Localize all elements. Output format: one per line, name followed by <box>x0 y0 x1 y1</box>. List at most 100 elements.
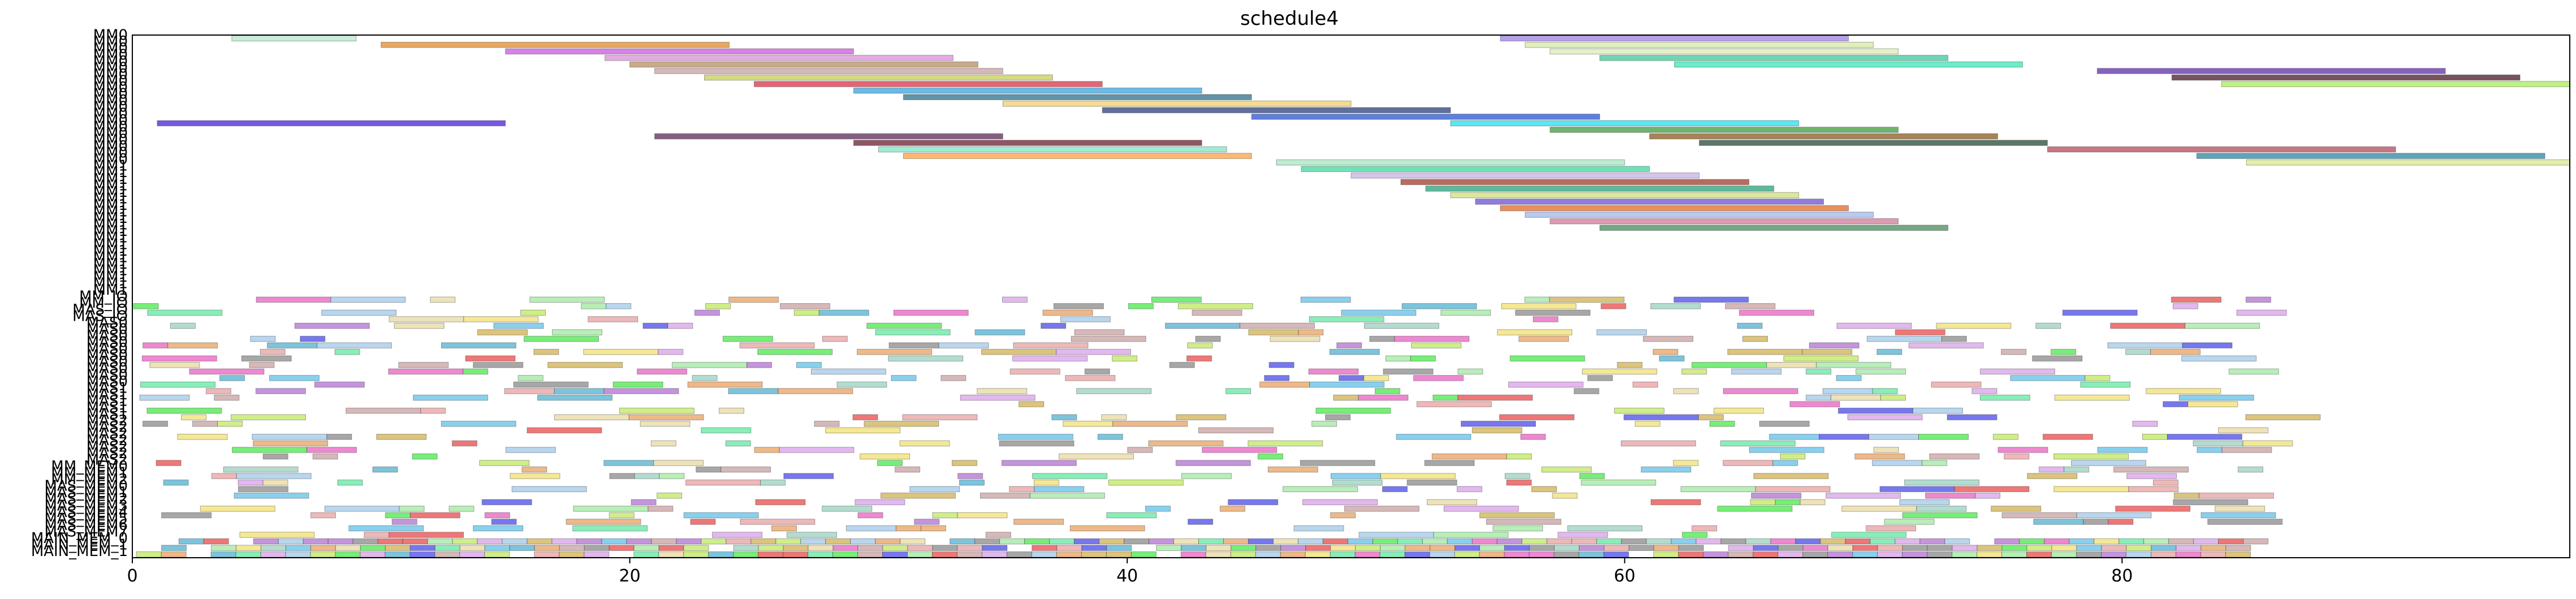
task-bar <box>1074 329 1125 335</box>
task-bar <box>1777 545 1803 551</box>
task-bar <box>252 434 327 440</box>
y-tick-label: MM0 <box>93 86 128 103</box>
task-bar <box>1944 538 1970 545</box>
task-bar <box>860 453 911 460</box>
task-bar <box>1581 479 1656 486</box>
task-bar <box>181 414 207 420</box>
task-bar <box>783 545 809 551</box>
task-bar <box>999 440 1075 447</box>
task-bar <box>2113 466 2189 473</box>
y-tick-label: MAS_IO <box>72 301 128 318</box>
task-bar <box>2151 545 2177 551</box>
task-bar <box>683 545 709 551</box>
task-bar <box>2236 309 2287 316</box>
task-bar <box>1333 394 1359 401</box>
y-tick-label: MM0 <box>93 105 128 122</box>
task-bar <box>938 342 989 348</box>
task-bar <box>1358 394 1409 401</box>
task-bar <box>853 87 1202 94</box>
task-bar <box>484 545 510 551</box>
task-bar <box>900 538 926 545</box>
task-bar <box>704 74 1053 81</box>
task-bar <box>398 362 449 368</box>
task-bar <box>1145 506 1171 512</box>
task-bar <box>2200 551 2226 558</box>
task-bar <box>893 309 969 316</box>
y-tick-label: MAIN_MEM_1 <box>31 537 128 554</box>
task-bar <box>223 466 299 473</box>
task-bar <box>1301 166 1650 173</box>
task-bar <box>1977 545 2003 551</box>
task-bar <box>588 316 638 322</box>
task-bar <box>521 466 547 473</box>
task-bar <box>1426 499 1477 506</box>
task-bar <box>779 447 855 453</box>
task-bar <box>857 551 883 558</box>
task-bar <box>1673 460 1699 466</box>
task-bar <box>1069 525 1145 532</box>
task-bar <box>687 381 763 388</box>
task-bar <box>1219 506 1245 512</box>
task-bar <box>1922 460 1948 466</box>
task-bar <box>1856 368 1906 375</box>
task-bar <box>648 506 674 512</box>
task-bar <box>1433 532 1509 538</box>
task-bar <box>463 316 539 322</box>
task-bar <box>2142 434 2168 440</box>
task-bar <box>1947 414 1997 420</box>
task-bar <box>957 545 983 551</box>
task-bar <box>2172 303 2198 309</box>
task-bar <box>1332 479 1383 486</box>
task-bar <box>1056 551 1082 558</box>
task-bar <box>2198 493 2274 499</box>
task-bar <box>1283 486 1358 493</box>
task-bar <box>1723 388 1798 394</box>
y-tick-label: MAIN_MEM_0 <box>31 530 128 547</box>
task-bar <box>1006 551 1032 558</box>
task-bar <box>1500 205 1849 212</box>
task-bar <box>1205 551 1231 558</box>
task-bar <box>1692 362 1767 368</box>
task-bar <box>1276 159 1625 166</box>
task-bar <box>520 309 546 316</box>
task-bar <box>1429 551 1455 558</box>
task-bar <box>1501 303 1577 309</box>
task-bar <box>2246 159 2570 166</box>
y-tick-label: MAS2 <box>87 412 128 429</box>
task-bar <box>1293 525 1344 532</box>
task-bar <box>1248 329 1299 335</box>
y-tick-label: MM0 <box>93 33 128 50</box>
task-bar <box>778 388 853 394</box>
task-bar <box>231 35 357 42</box>
y-tick-label: MAS_MEM7 <box>44 523 128 540</box>
task-bar <box>1009 486 1035 493</box>
task-bar <box>888 355 964 362</box>
y-tick-label: MAS_MEM6 <box>44 517 128 534</box>
task-bar <box>1422 538 1448 545</box>
task-bar <box>1653 551 1679 558</box>
task-bar <box>533 348 559 355</box>
task-bar <box>513 381 589 388</box>
task-bar <box>2168 538 2194 545</box>
task-bar <box>728 388 779 394</box>
task-bar <box>2053 453 2129 460</box>
y-tick-label: MAS0 <box>87 334 128 351</box>
task-bar <box>238 486 288 493</box>
task-bar <box>310 545 336 551</box>
task-bar <box>722 335 773 342</box>
task-bar <box>1230 551 1256 558</box>
task-bar <box>203 538 229 545</box>
task-bar <box>609 545 635 551</box>
task-bar <box>857 545 883 551</box>
task-bar <box>2115 506 2191 512</box>
task-bar <box>1908 342 1984 348</box>
task-bar <box>385 551 411 558</box>
x-axis-ticks: 0 20 40 60 80 <box>127 558 2133 586</box>
y-tick-label: MAS2 <box>87 445 128 462</box>
task-bar <box>1703 551 1729 558</box>
task-bar <box>1991 506 2042 512</box>
y-tick-label: MAS_MEM3 <box>44 497 128 514</box>
task-bar <box>701 538 727 545</box>
task-bar <box>1311 420 1337 427</box>
task-bar <box>2163 401 2189 407</box>
